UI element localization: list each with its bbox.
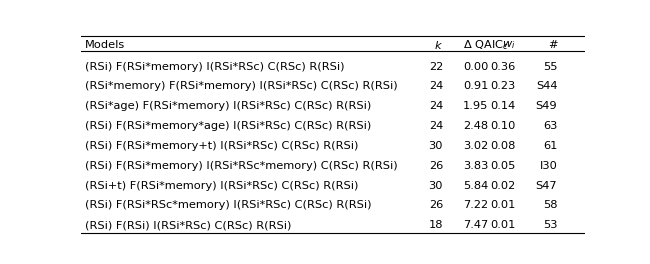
Text: 2.48: 2.48 xyxy=(463,121,488,131)
Text: $k$: $k$ xyxy=(434,39,443,51)
Text: (RSi) F(RSi*memory+t) I(RSi*RSc) C(RSc) R(RSi): (RSi) F(RSi*memory+t) I(RSi*RSc) C(RSc) … xyxy=(85,141,359,151)
Text: (RSi) F(RSi*RSc*memory) I(RSi*RSc) C(RSc) R(RSi): (RSi) F(RSi*RSc*memory) I(RSi*RSc) C(RSc… xyxy=(85,200,372,210)
Text: S49: S49 xyxy=(536,101,557,111)
Text: 0.02: 0.02 xyxy=(490,181,515,191)
Text: Models: Models xyxy=(85,40,125,50)
Text: (RSi) F(RSi) I(RSi*RSc) C(RSc) R(RSi): (RSi) F(RSi) I(RSi*RSc) C(RSc) R(RSi) xyxy=(85,220,292,230)
Text: 0.01: 0.01 xyxy=(490,200,515,210)
Text: 0.36: 0.36 xyxy=(490,62,515,72)
Text: 24: 24 xyxy=(429,101,443,111)
Text: 63: 63 xyxy=(543,121,557,131)
Text: (RSi) F(RSi*memory) I(RSi*RSc) C(RSc) R(RSi): (RSi) F(RSi*memory) I(RSi*RSc) C(RSc) R(… xyxy=(85,62,344,72)
Text: (RSi) F(RSi*memory*age) I(RSi*RSc) C(RSc) R(RSi): (RSi) F(RSi*memory*age) I(RSi*RSc) C(RSc… xyxy=(85,121,372,131)
Text: 26: 26 xyxy=(429,200,443,210)
Text: 30: 30 xyxy=(428,181,443,191)
Text: 61: 61 xyxy=(543,141,557,151)
Text: 18: 18 xyxy=(428,220,443,230)
Text: (RSi) F(RSi*memory) I(RSi*RSc*memory) C(RSc) R(RSi): (RSi) F(RSi*memory) I(RSi*RSc*memory) C(… xyxy=(85,161,398,171)
Text: S47: S47 xyxy=(536,181,557,191)
Text: 0.00: 0.00 xyxy=(463,62,488,72)
Text: (RSi*age) F(RSi*memory) I(RSi*RSc) C(RSc) R(RSi): (RSi*age) F(RSi*memory) I(RSi*RSc) C(RSc… xyxy=(85,101,372,111)
Text: 0.14: 0.14 xyxy=(490,101,515,111)
Text: $w_i$: $w_i$ xyxy=(502,39,515,51)
Text: 55: 55 xyxy=(543,62,557,72)
Text: 0.05: 0.05 xyxy=(490,161,515,171)
Text: 26: 26 xyxy=(429,161,443,171)
Text: 0.08: 0.08 xyxy=(490,141,515,151)
Text: 24: 24 xyxy=(429,82,443,91)
Text: 0.91: 0.91 xyxy=(463,82,488,91)
Text: #: # xyxy=(548,40,557,50)
Text: 0.10: 0.10 xyxy=(490,121,515,131)
Text: 58: 58 xyxy=(543,200,557,210)
Text: 30: 30 xyxy=(428,141,443,151)
Text: S44: S44 xyxy=(536,82,557,91)
Text: 0.23: 0.23 xyxy=(490,82,515,91)
Text: 3.83: 3.83 xyxy=(463,161,488,171)
Text: 0.01: 0.01 xyxy=(490,220,515,230)
Text: 7.47: 7.47 xyxy=(463,220,488,230)
Text: 24: 24 xyxy=(429,121,443,131)
Text: (RSi+t) F(RSi*memory) I(RSi*RSc) C(RSc) R(RSi): (RSi+t) F(RSi*memory) I(RSi*RSc) C(RSc) … xyxy=(85,181,359,191)
Text: 5.84: 5.84 xyxy=(463,181,488,191)
Text: 3.02: 3.02 xyxy=(463,141,488,151)
Text: $\Delta$ QAIC$_c$: $\Delta$ QAIC$_c$ xyxy=(463,38,509,52)
Text: 7.22: 7.22 xyxy=(463,200,488,210)
Text: 22: 22 xyxy=(429,62,443,72)
Text: (RSi*memory) F(RSi*memory) I(RSi*RSc) C(RSc) R(RSi): (RSi*memory) F(RSi*memory) I(RSi*RSc) C(… xyxy=(85,82,398,91)
Text: 1.95: 1.95 xyxy=(463,101,488,111)
Text: 53: 53 xyxy=(543,220,557,230)
Text: I30: I30 xyxy=(540,161,557,171)
